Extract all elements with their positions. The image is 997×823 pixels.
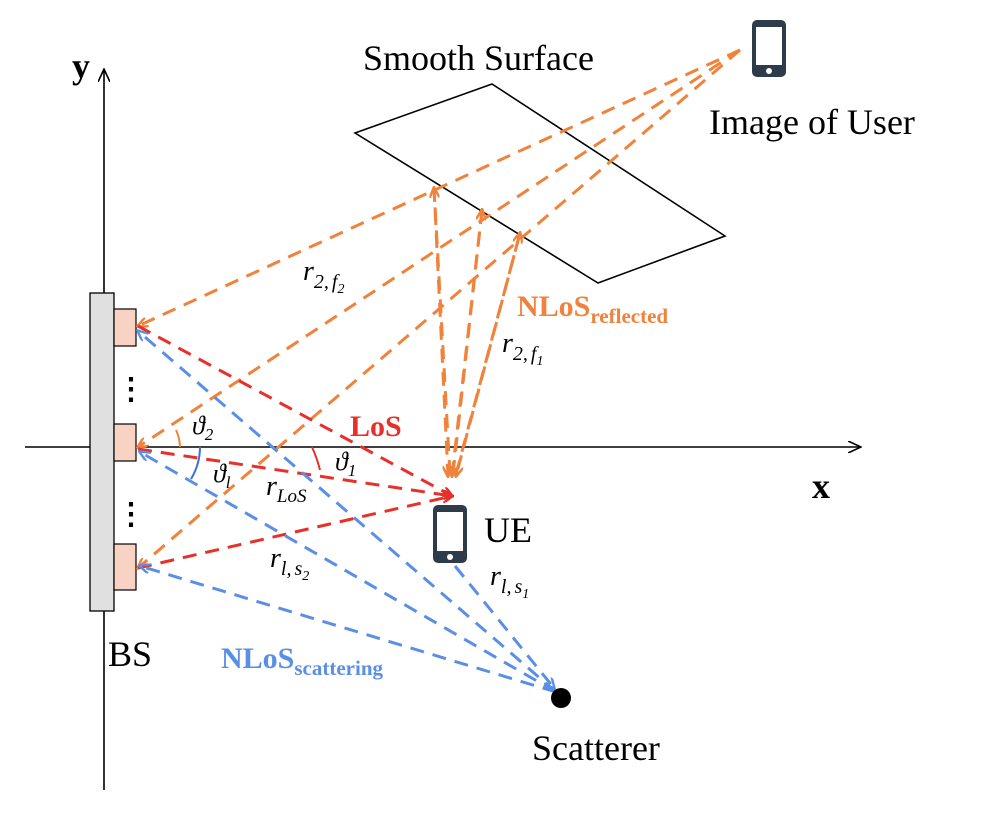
r-2-f2-label: r2, f2 — [303, 256, 344, 297]
y-axis-label: y — [72, 46, 90, 86]
bs-label: BS — [108, 634, 152, 674]
theta-l-label: ϑl — [213, 459, 231, 492]
los-bs-bottom — [137, 496, 452, 570]
antenna-dots-upper: ⋮ — [116, 373, 146, 406]
angle-arc-theta-l — [190, 446, 201, 480]
theta-1-label: ϑ1 — [335, 447, 356, 480]
los-bs-middle — [137, 447, 452, 496]
scatter-to-bs-bottom — [140, 566, 557, 694]
r-los-label: rLoS — [266, 471, 307, 507]
nlos-reflected-paths — [138, 48, 741, 568]
reflected-to-bs-middle — [138, 48, 741, 447]
theta-2-label: ϑ2 — [192, 411, 214, 444]
angle-arc-theta-1 — [311, 446, 321, 471]
nlos-reflected-label: NLoSreflected — [517, 290, 668, 328]
angle-arc-theta-2 — [175, 429, 181, 448]
r-2-f1-label: r2, f1 — [502, 328, 543, 369]
ue-to-scatterer — [453, 565, 554, 688]
nlos-scattering-paths — [138, 331, 557, 694]
surface-to-ue-1 — [432, 187, 448, 476]
bs-panel — [89, 292, 115, 612]
nlos-scattering-label: NLoSscattering — [221, 642, 383, 680]
surface-to-ue-3 — [456, 232, 522, 476]
scatterer-dot — [551, 688, 571, 708]
scatter-to-bs-middle — [140, 452, 557, 694]
los-label: LoS — [350, 410, 402, 443]
los-paths — [137, 324, 452, 570]
user-image-smartphone-icon — [752, 20, 786, 77]
antenna-element-top — [113, 308, 137, 347]
antenna-element-bottom — [113, 543, 137, 591]
x-axis-label: x — [812, 466, 830, 506]
los-bs-top — [137, 324, 452, 496]
scatterer-label: Scatterer — [532, 728, 660, 768]
image-of-user-label: Image of User — [709, 102, 915, 142]
scatter-to-bs-top — [138, 331, 557, 694]
ue-label: UE — [484, 510, 532, 550]
smooth-surface-label: Smooth Surface — [363, 38, 594, 78]
antenna-dots-lower: ⋮ — [116, 498, 146, 531]
r-l-s1-label: rl, s1 — [490, 561, 529, 602]
antenna-element-middle — [113, 423, 137, 462]
ue-smartphone-icon — [433, 505, 467, 563]
r-l-s2-label: rl, s2 — [270, 543, 309, 584]
